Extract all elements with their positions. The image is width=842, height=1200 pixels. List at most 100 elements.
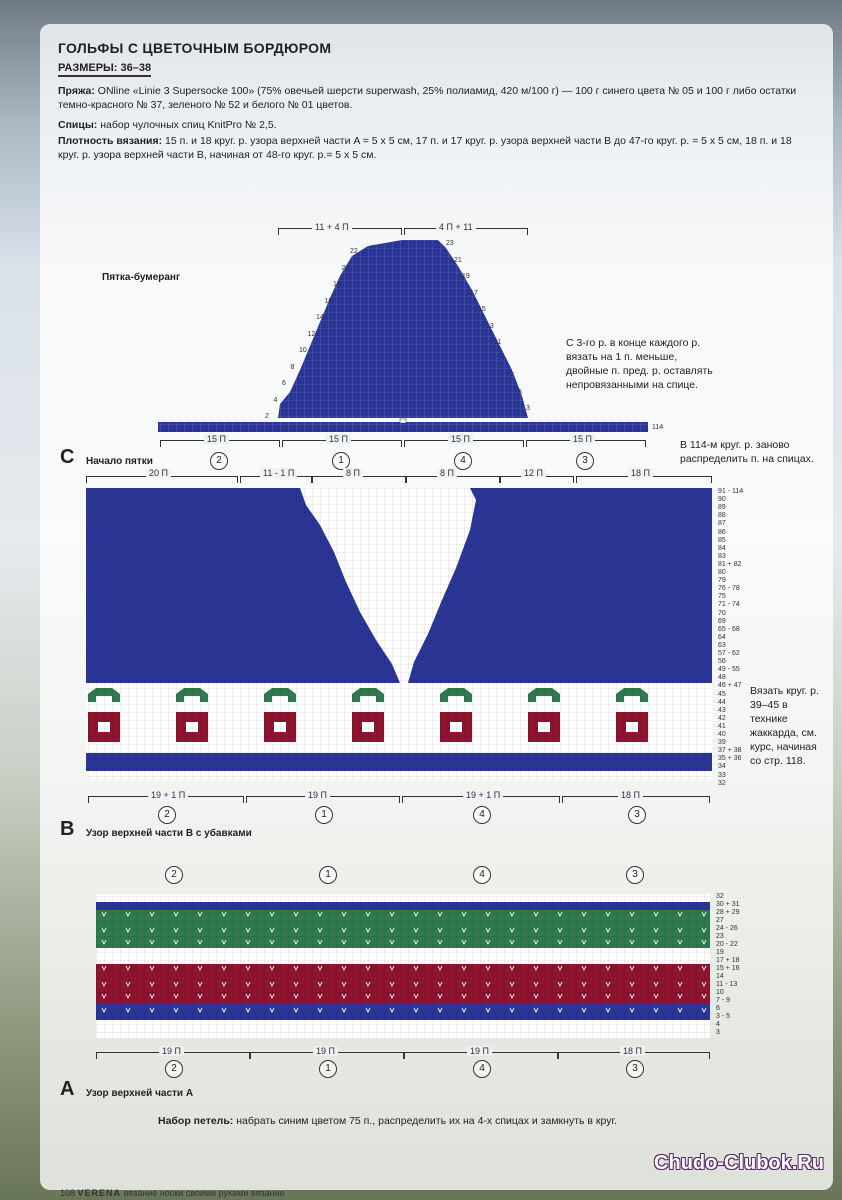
- chart-a-bottom-label: 19 П: [313, 1046, 338, 1056]
- chart-c-top-label: 8 П: [343, 468, 363, 478]
- chart-a-title: Узор верхней части A: [86, 1088, 194, 1099]
- heel-row-number: 15: [478, 306, 486, 313]
- heel-row-number: 5: [518, 388, 522, 396]
- needle-number: 3: [626, 866, 644, 884]
- heel-row-number: 10: [299, 347, 307, 354]
- chart-c-row-number: 44: [718, 698, 726, 706]
- chart-c-row-number: 91 - 114: [718, 488, 744, 495]
- chart-c-row-number: 56: [718, 658, 726, 666]
- heel-note: С 3-го р. в конце каждого р. вязать на 1…: [566, 337, 713, 391]
- gauge-paragraph: Плотность вязания: 15 п. и 18 круг. р. у…: [58, 134, 808, 162]
- chart-c-row-number: 89: [718, 504, 726, 512]
- chart-c-row-number: 84: [718, 544, 726, 552]
- chart-a-row-number: 17 + 18: [716, 957, 740, 964]
- chart-a: [96, 894, 710, 1038]
- chart-c-row-number: 65 - 68: [718, 625, 740, 633]
- needle-number: 4: [473, 1060, 491, 1078]
- chart-c-row-number: 45: [718, 690, 726, 698]
- heel-row-number: 23: [446, 240, 454, 247]
- heel-title: Пятка-бумеранг: [102, 272, 181, 283]
- sizes-heading: РАЗМЕРЫ: 36–38: [58, 62, 152, 77]
- heel-row-number: 3: [526, 405, 530, 412]
- chart-a-bottom-label: 19 П: [467, 1046, 492, 1056]
- yarn-text: ONline «Linie 3 Supersocke 100» (75% ове…: [58, 85, 797, 111]
- chart-c-bottom-label: 19 + 1 П: [148, 790, 189, 800]
- heel-row-114: 114: [652, 424, 664, 431]
- needle-number: 2: [165, 1060, 183, 1078]
- gauge-text: 15 п. и 18 круг. р. узора верхней части …: [58, 135, 792, 161]
- chart-a-row-number: 20 - 22: [716, 941, 738, 948]
- cast-on-label: Набор петель:: [158, 1115, 234, 1127]
- chart-c-grid: [86, 488, 712, 779]
- chart-c-row-number: 75: [718, 593, 726, 601]
- page-footer: 108 VERENA вязание носки своими руками в…: [60, 1188, 285, 1198]
- chart-c-row-number: 35 + 36: [718, 755, 742, 763]
- needle-number: 2: [165, 866, 183, 884]
- chart-c-row-number: 33: [718, 771, 726, 779]
- heel-chart: [158, 238, 648, 432]
- chart-c-row-number: 37 + 38: [718, 747, 742, 755]
- chart-c-letter: C: [60, 446, 75, 468]
- needle-number: 4: [454, 452, 472, 470]
- chart-c-row-number: 40: [718, 731, 726, 738]
- chart-c-top-label: 8 П: [437, 468, 457, 478]
- heel-row-number: 2: [265, 413, 269, 420]
- needle-number: 1: [319, 866, 337, 884]
- chart-c-row-number: 81 + 82: [718, 560, 742, 568]
- heel-row-number: 18: [333, 281, 341, 288]
- chart-c-bottom-label: 19 П: [305, 790, 330, 800]
- heel-grid: [278, 238, 528, 420]
- gauge-label: Плотность вязания:: [58, 135, 163, 147]
- heel-segment-label: 15 П: [570, 434, 595, 444]
- heel-row-number: 17: [470, 289, 478, 297]
- heel-row-number: 20: [341, 264, 350, 272]
- chart-c-note: Вязать круг. р. 39–45 в технике жаккарда…: [750, 685, 819, 767]
- chart-c-row-number: 70: [718, 609, 726, 617]
- yarn-paragraph: Пряжа: ONline «Linie 3 Supersocke 100» (…: [58, 84, 808, 112]
- chart-a-row-number: 14: [716, 973, 724, 980]
- magazine-name: VERENA: [77, 1188, 122, 1198]
- chart-a-row-number: 27: [716, 917, 724, 924]
- chart-c-row-number: 49 - 55: [718, 666, 740, 674]
- heel-row-number: 16: [324, 297, 333, 305]
- chart-c-title: Начало пятки: [86, 456, 153, 467]
- chart-a-letter: A: [60, 1078, 75, 1100]
- watermark-logo: Chudo-Clubok.Ru: [654, 1152, 824, 1174]
- heel-row-number: 11: [494, 339, 502, 346]
- cast-on-paragraph: Набор петель: набрать синим цветом 75 п.…: [158, 1114, 758, 1128]
- chart-a-row-number: 4: [716, 1021, 720, 1028]
- chart-a-row-number: 30 + 31: [716, 901, 740, 908]
- chart-c-row-number: 63: [718, 641, 726, 649]
- heel-right-top-label: 4 П + 11: [436, 222, 476, 232]
- chart-c-row-number: 87: [718, 520, 726, 528]
- heel-segment-label: 15 П: [326, 434, 351, 444]
- heel-row-number: 7: [510, 372, 514, 379]
- chart-c-row-number: 85: [718, 536, 726, 544]
- chart-a-row-number: 32: [716, 893, 724, 900]
- chart-a-row-number: 7 - 9: [716, 997, 731, 1004]
- heel-row-number: 4: [273, 396, 278, 404]
- chart-a-row-number: 15 + 16: [716, 965, 740, 972]
- needles-paragraph: Спицы: набор чулочных спиц KnitPro № 2,5…: [58, 118, 808, 132]
- heel-row-number: 19: [462, 273, 470, 280]
- needle-number: 3: [626, 1060, 644, 1078]
- chart-b-letter: B: [60, 818, 75, 840]
- chart-c-bottom-label: 18 П: [618, 790, 643, 800]
- chart-a-row-number: 3: [716, 1029, 720, 1036]
- chart-c-row-number: 57 - 62: [718, 650, 740, 657]
- needles-text: набор чулочных спиц KnitPro № 2,5.: [97, 119, 277, 131]
- heel-center-marker: [399, 418, 407, 424]
- needle-number: 1: [319, 1060, 337, 1078]
- chart-c-row-number: 41: [718, 722, 726, 730]
- needle-number: 3: [628, 806, 646, 824]
- needles-label: Спицы:: [58, 119, 98, 131]
- chart-c-row-number: 88: [718, 512, 726, 520]
- needle-number: 3: [576, 452, 594, 470]
- heel-row-number: 6: [282, 380, 286, 387]
- chart-c-row-number: 80: [718, 569, 726, 576]
- chart-a-row-number: 11 - 13: [716, 981, 738, 988]
- chart-c-bottom-label: 19 + 1 П: [463, 790, 504, 800]
- chart-c-top-label: 11 - 1 П: [260, 468, 298, 478]
- heel-row-number: 9: [502, 355, 506, 363]
